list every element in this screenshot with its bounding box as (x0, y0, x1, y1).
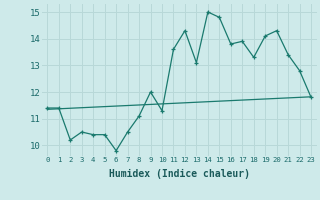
X-axis label: Humidex (Indice chaleur): Humidex (Indice chaleur) (109, 169, 250, 179)
